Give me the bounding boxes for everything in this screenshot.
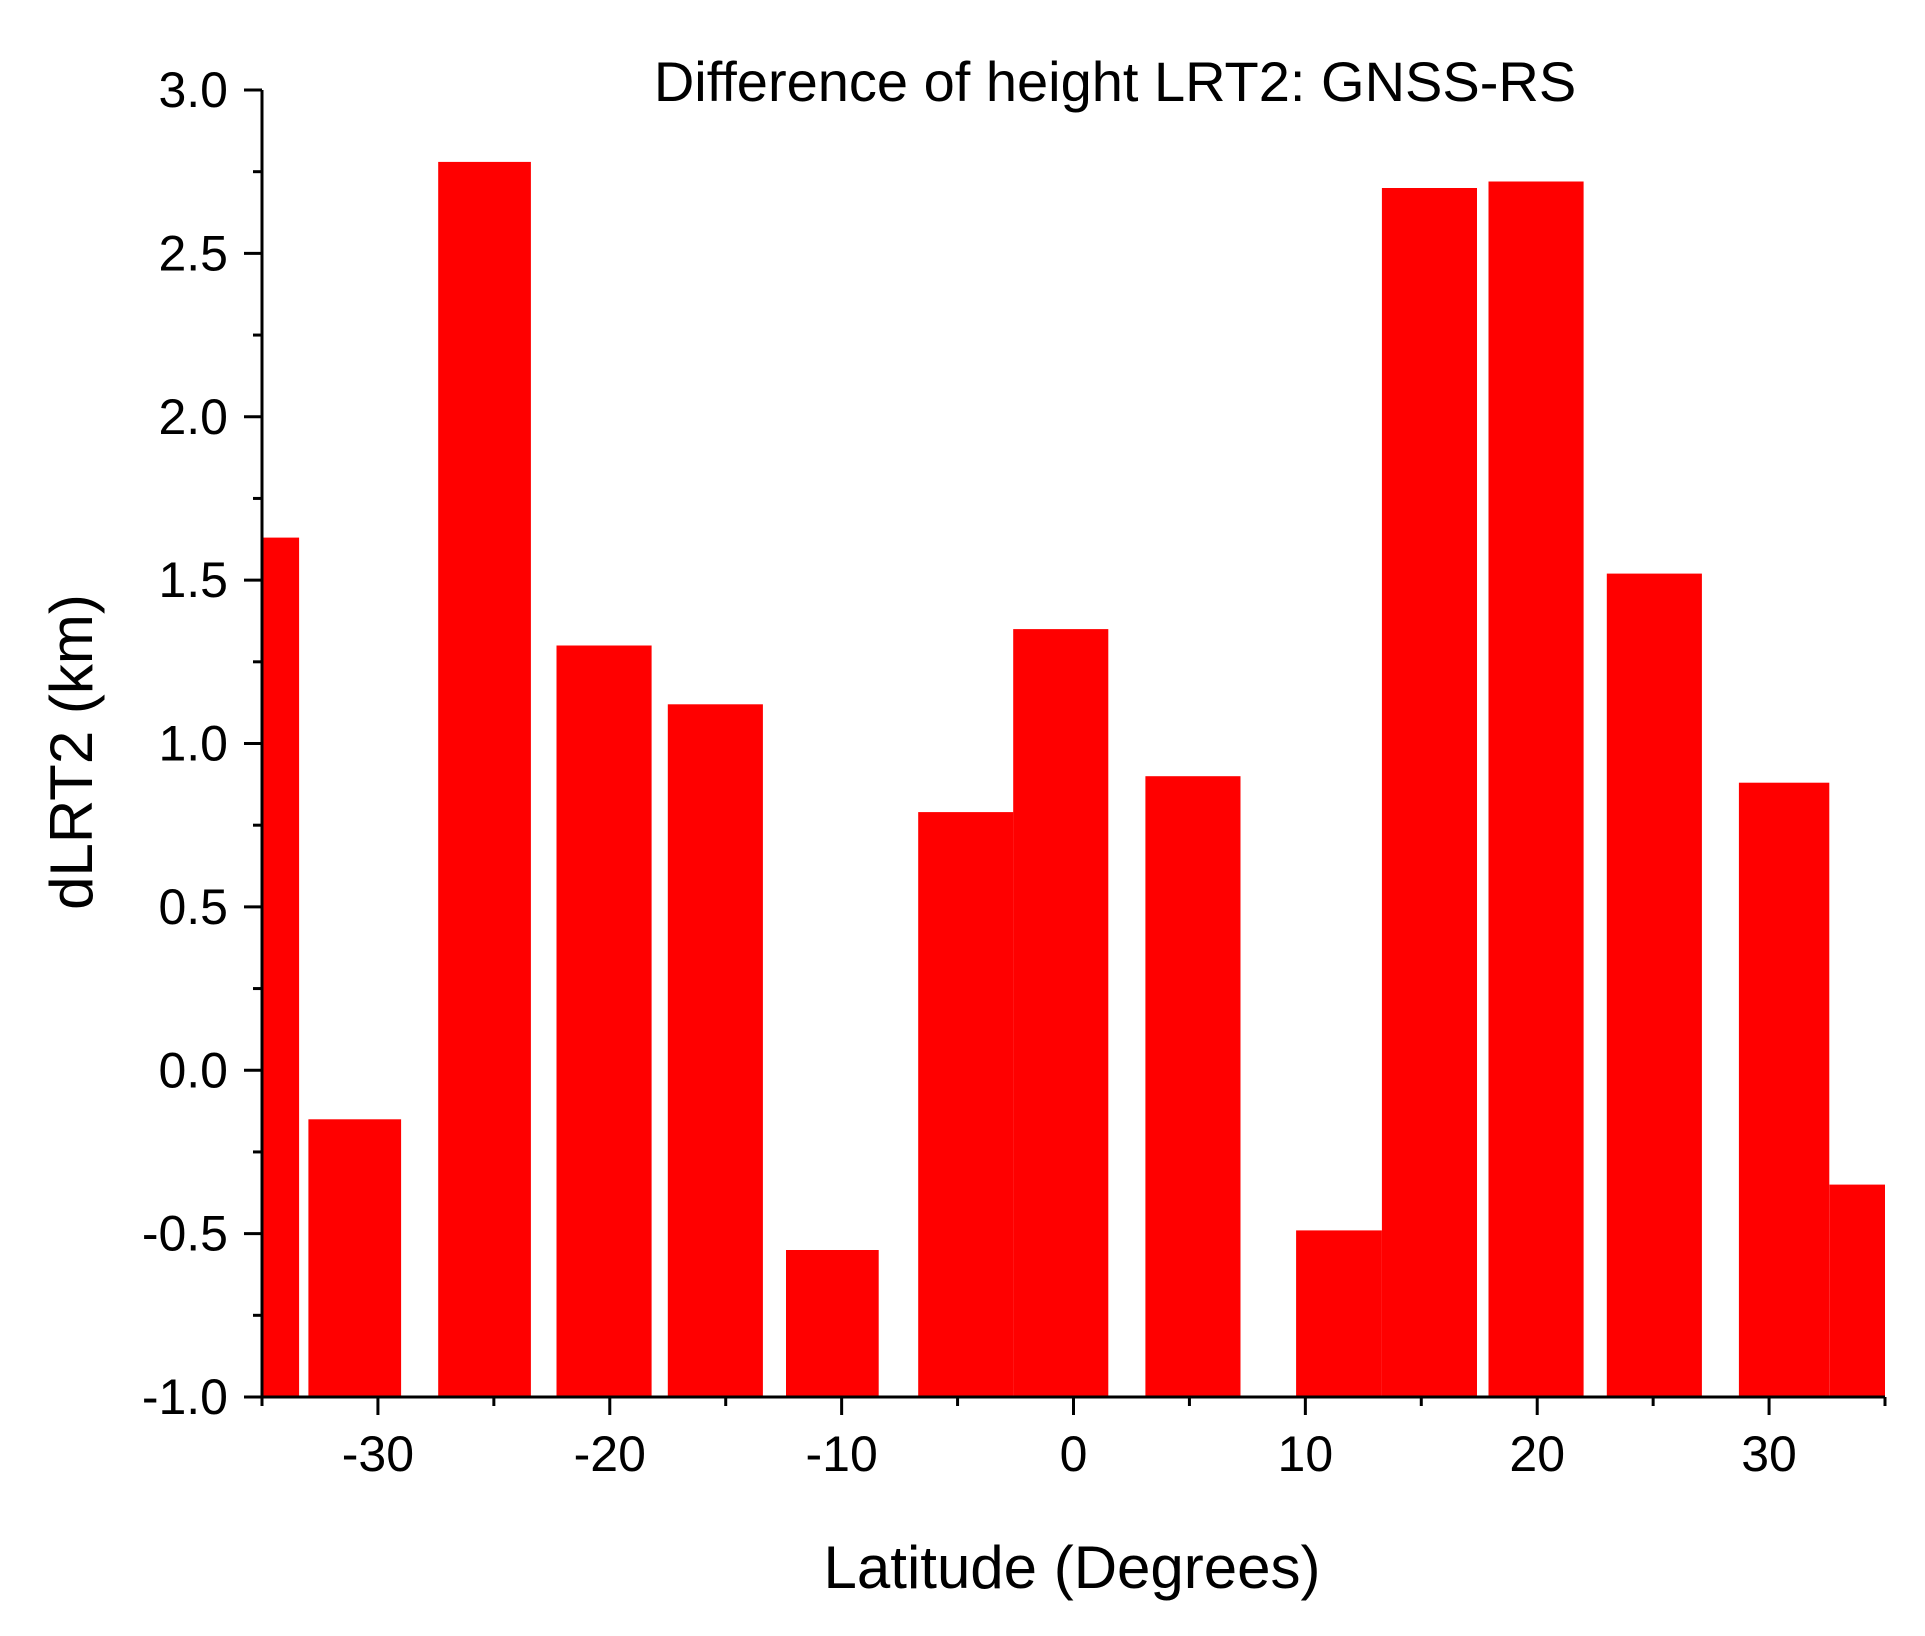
x-tick-label: -30 — [342, 1426, 414, 1482]
y-tick-label: 1.0 — [158, 716, 228, 772]
y-tick-label: 2.0 — [158, 389, 228, 445]
bar-7 — [918, 812, 1014, 1397]
bar-14 — [1738, 782, 1830, 1397]
bar-3 — [438, 161, 531, 1397]
bar-15 — [1829, 1184, 1885, 1397]
bar-9 — [1145, 776, 1241, 1397]
bar-13 — [1606, 573, 1702, 1397]
x-ticks-group: -30 -20 -10 0 10 20 30 — [260, 1397, 1887, 1482]
bar-10 — [1296, 1230, 1382, 1397]
y-tick-label: -1.0 — [142, 1369, 228, 1425]
y-tick-label: 2.5 — [158, 225, 228, 281]
y-axis-title: dLRT2 (km) — [38, 594, 105, 910]
bar-4 — [556, 645, 652, 1397]
x-axis-title: Latitude (Degrees) — [824, 1534, 1321, 1601]
x-tick-label: -10 — [806, 1426, 878, 1482]
bar-5 — [667, 704, 763, 1397]
bar-12 — [1488, 181, 1584, 1397]
x-tick-label: 0 — [1060, 1426, 1088, 1482]
x-tick-label: -20 — [574, 1426, 646, 1482]
y-tick-label: 3.0 — [158, 62, 228, 118]
x-tick-label: 20 — [1509, 1426, 1565, 1482]
bar-2 — [308, 1119, 402, 1397]
bars-group — [262, 161, 1885, 1397]
bar-11 — [1381, 188, 1477, 1397]
bar-8 — [1013, 629, 1109, 1397]
y-tick-label: 0.5 — [158, 879, 228, 935]
chart-title: Difference of height LRT2: GNSS-RS — [654, 50, 1576, 113]
y-tick-label: 0.0 — [158, 1042, 228, 1098]
y-tick-label: -0.5 — [142, 1206, 228, 1262]
x-tick-label: 10 — [1278, 1426, 1334, 1482]
bar-6 — [786, 1250, 879, 1397]
y-tick-label: 1.5 — [158, 552, 228, 608]
bar-1 — [262, 537, 300, 1397]
y-ticks-group: -1.0 -0.5 0.0 0.5 1.0 1.5 2.0 2.5 3.0 — [142, 62, 262, 1425]
x-tick-label: 30 — [1741, 1426, 1797, 1482]
